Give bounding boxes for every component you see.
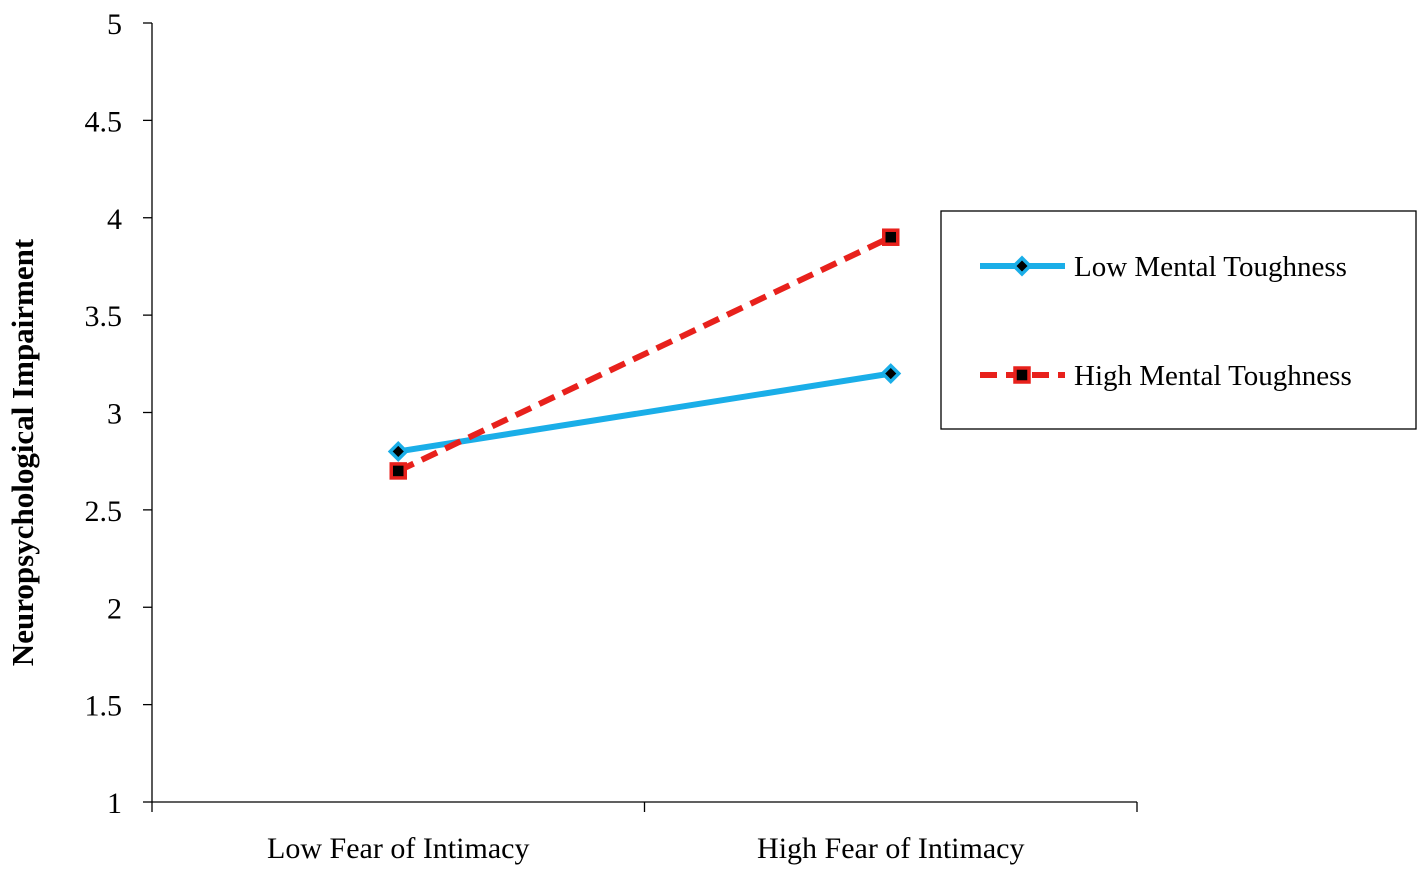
y-axis: 1 1.5 2 2.5 3 3.5 4 4.5 5 — [85, 8, 153, 820]
series-high-mental-toughness — [389, 228, 900, 480]
y-tick-label: 3 — [107, 398, 122, 431]
data-point — [387, 440, 409, 462]
legend-item: Low Mental Toughness — [980, 251, 1347, 283]
legend: Low Mental Toughness High Mental Toughnes… — [940, 210, 1417, 430]
series-line — [396, 234, 893, 474]
y-axis-title: Neuropsychological Impairment — [5, 238, 40, 666]
y-tick-label: 2 — [107, 592, 122, 625]
y-tick-label: 3.5 — [85, 300, 123, 333]
legend-marker — [1013, 366, 1031, 384]
x-axis: Low Fear of Intimacy High Fear of Intimac… — [151, 801, 1138, 865]
y-tick-label: 1.5 — [85, 690, 123, 723]
series-line — [397, 370, 892, 455]
y-tick-label: 2.5 — [85, 495, 123, 528]
series-low-mental-toughness — [387, 363, 902, 462]
data-point — [389, 462, 407, 480]
legend-label: Low Mental Toughness — [1074, 251, 1347, 283]
series-layer — [387, 228, 902, 480]
y-tick-label: 4.5 — [85, 105, 123, 138]
y-tick-label: 1 — [107, 787, 122, 820]
legend-label: High Mental Toughness — [1074, 360, 1352, 392]
x-tick-label: Low Fear of Intimacy — [267, 832, 529, 865]
data-point — [882, 228, 900, 246]
legend-box — [940, 210, 1417, 430]
legend-item: High Mental Toughness — [980, 360, 1352, 392]
legend-marker — [1011, 255, 1033, 277]
y-tick-label: 5 — [107, 8, 122, 41]
x-tick-label: High Fear of Intimacy — [757, 832, 1024, 865]
data-point — [880, 363, 902, 385]
y-tick-label: 4 — [107, 203, 122, 236]
